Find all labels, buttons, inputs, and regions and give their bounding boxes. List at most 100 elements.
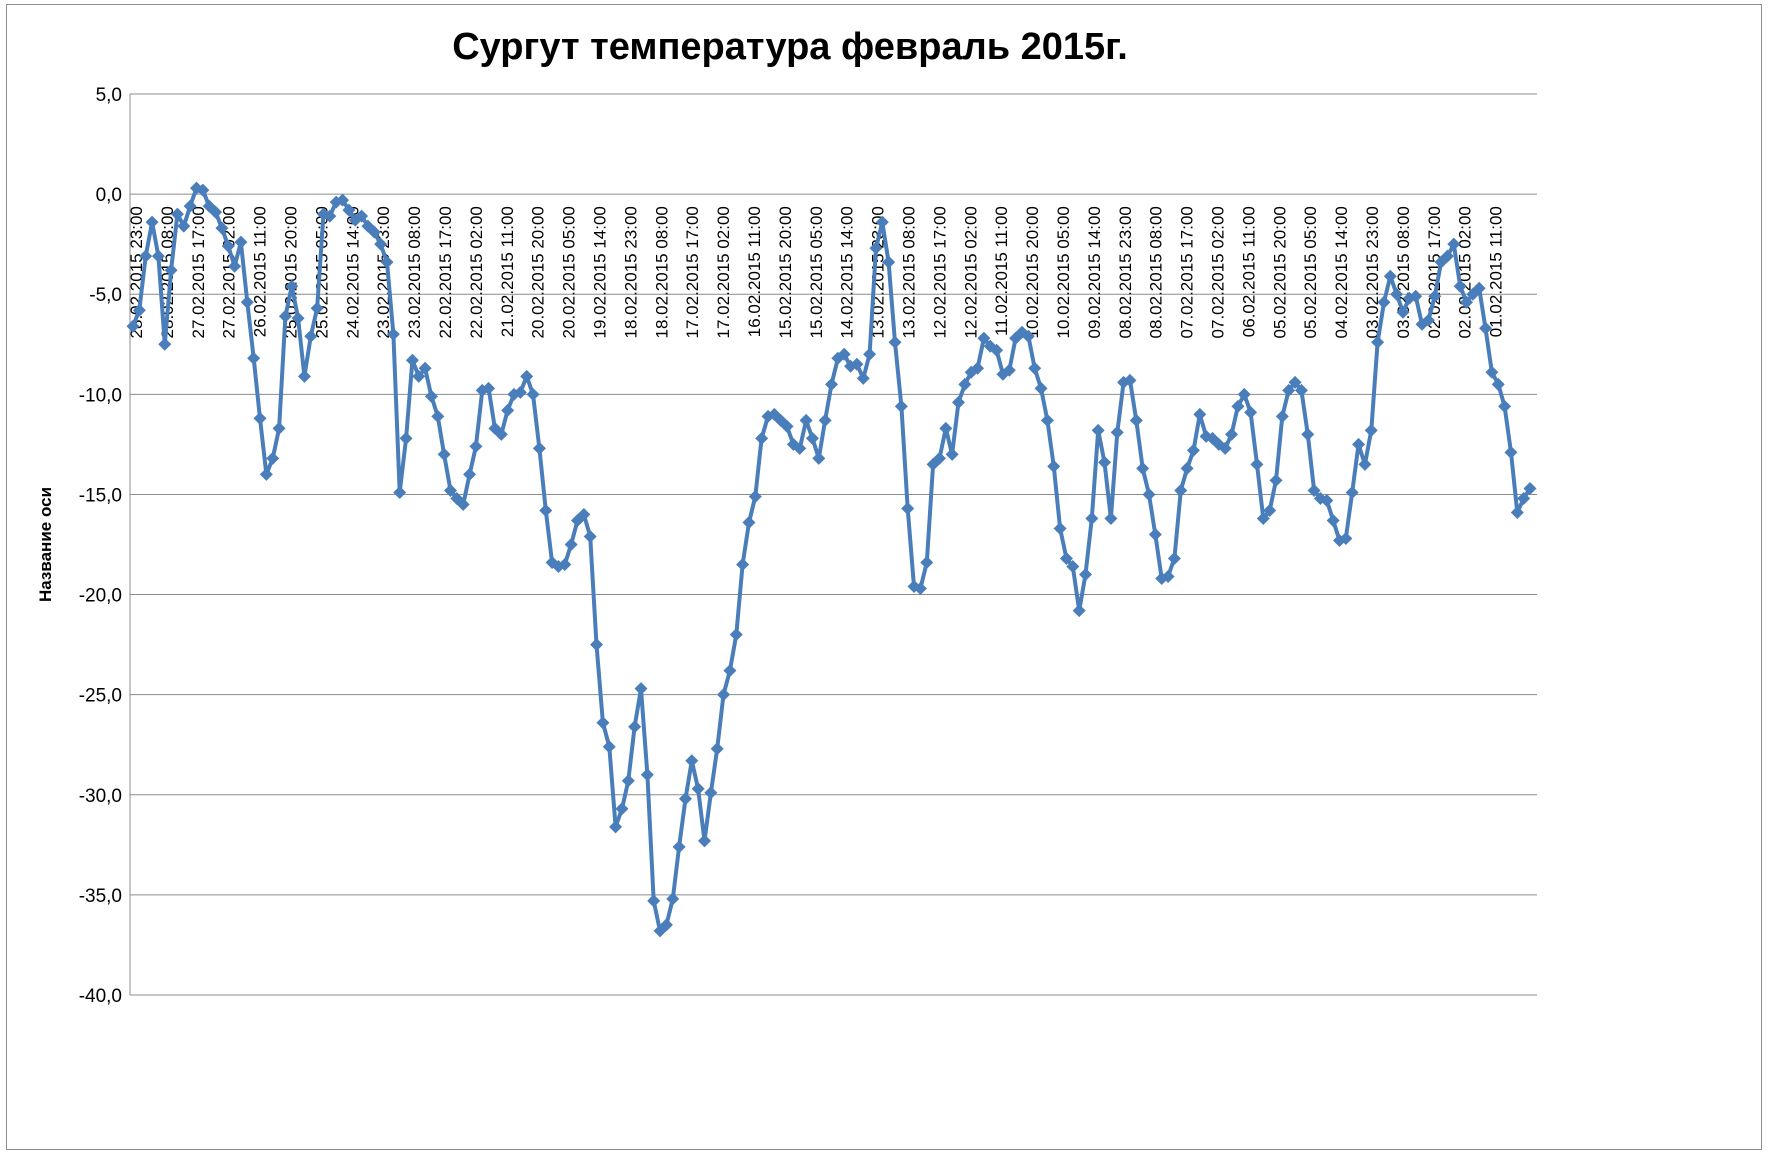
data-point <box>1250 457 1264 471</box>
data-point <box>494 427 508 441</box>
data-point <box>469 439 483 453</box>
y-tick-label: -30,0 <box>79 786 122 807</box>
data-point <box>977 331 991 345</box>
data-point <box>336 193 350 207</box>
data-point <box>1186 443 1200 457</box>
data-point <box>1364 423 1378 437</box>
data-point <box>691 782 705 796</box>
data-point <box>1282 383 1296 397</box>
y-tick-label: -40,0 <box>79 986 122 1007</box>
data-point <box>1479 321 1493 335</box>
y-tick-label: -10,0 <box>79 385 122 406</box>
x-tick-label: 18.02.2015 23:00 <box>621 206 640 338</box>
x-tick-label: 03.02.2015 08:00 <box>1394 206 1413 338</box>
x-tick-label: 27.02.2015 17:00 <box>189 206 208 338</box>
x-tick-label: 06.02.2015 11:00 <box>1239 206 1258 337</box>
data-point <box>596 716 610 730</box>
x-tick-label: 04.02.2015 14:00 <box>1332 206 1351 338</box>
data-point <box>1034 381 1048 395</box>
data-point <box>374 237 388 251</box>
data-point <box>1148 527 1162 541</box>
data-point <box>825 377 838 391</box>
data-point <box>710 742 724 756</box>
data-point <box>158 337 172 351</box>
data-point <box>939 421 953 435</box>
data-point <box>437 447 451 461</box>
data-point <box>1193 407 1207 421</box>
data-point <box>736 558 750 572</box>
data-point <box>1256 511 1270 525</box>
x-tick-label: 07.02.2015 02:00 <box>1209 206 1228 338</box>
data-point <box>755 431 769 445</box>
data-point <box>1040 413 1054 427</box>
data-point <box>558 558 572 572</box>
data-point <box>456 497 470 511</box>
data-point <box>1231 399 1245 413</box>
y-tick-label: -35,0 <box>79 886 122 907</box>
data-point <box>1136 461 1150 475</box>
data-point <box>1123 373 1137 387</box>
data-point <box>913 582 927 596</box>
x-tick-label: 20.02.2015 20:00 <box>529 206 548 338</box>
data-point <box>501 403 515 417</box>
data-point <box>1352 437 1366 451</box>
x-tick-label: 15.02.2015 20:00 <box>776 206 795 338</box>
x-tick-label: 14.02.2015 14:00 <box>838 206 857 338</box>
data-point <box>628 720 642 734</box>
data-point <box>1460 295 1473 309</box>
data-point <box>1377 295 1391 309</box>
data-point <box>126 319 140 333</box>
data-point <box>1307 483 1321 497</box>
data-point <box>1421 313 1435 327</box>
data-point <box>717 688 731 702</box>
data-point <box>615 802 629 816</box>
data-point <box>310 301 324 315</box>
data-point <box>958 377 972 391</box>
data-point <box>666 892 680 906</box>
data-point <box>659 918 673 932</box>
data-point <box>1326 513 1340 527</box>
y-tick-label: 5,0 <box>96 85 122 106</box>
data-point <box>1028 361 1042 375</box>
data-point <box>164 263 178 277</box>
gridlines <box>129 93 1537 996</box>
y-tick-label: -20,0 <box>79 586 122 607</box>
data-point <box>1371 335 1385 349</box>
data-point <box>297 369 311 383</box>
data-point <box>240 295 254 309</box>
data-point <box>863 347 877 361</box>
data-point <box>355 209 369 223</box>
data-point <box>1447 237 1461 251</box>
data-point <box>513 385 527 399</box>
data-point <box>1504 445 1518 459</box>
data-point <box>532 441 546 455</box>
x-tick-label: 11.02.2015 11:00 <box>992 206 1011 336</box>
data-point <box>1472 281 1486 295</box>
data-point <box>1002 363 1016 377</box>
data-point <box>323 209 337 223</box>
data-point <box>386 327 400 341</box>
data-point <box>1269 473 1283 487</box>
data-point <box>1275 409 1289 423</box>
data-point <box>1339 531 1353 545</box>
data-point <box>1358 457 1372 471</box>
x-tick-label: 02.02.2015 02:00 <box>1456 206 1475 338</box>
data-point <box>564 538 578 551</box>
data-point <box>399 431 413 445</box>
chart-frame: Сургут температура февраль 2015г. 5,0 0,0… <box>6 4 1762 1150</box>
data-point <box>723 664 737 678</box>
data-point <box>1428 289 1442 303</box>
data-point <box>221 239 235 253</box>
data-point <box>590 638 604 652</box>
data-point <box>805 431 819 445</box>
data-point <box>1104 511 1118 525</box>
x-tick-label: 15.02.2015 05:00 <box>807 206 826 338</box>
x-tick-label: 03.02.2015 23:00 <box>1363 206 1382 338</box>
data-point <box>1047 459 1061 473</box>
data-point <box>780 419 794 433</box>
data-point <box>894 399 908 413</box>
x-tick-label: 10.02.2015 20:00 <box>1023 206 1042 338</box>
y-axis-ticks: 5,0 0,0 -5,0 -10,0 -15,0 -20,0 -25,0 -30,0 -35,0… <box>79 85 122 1007</box>
data-point <box>1517 491 1531 505</box>
data-point <box>1301 427 1315 441</box>
